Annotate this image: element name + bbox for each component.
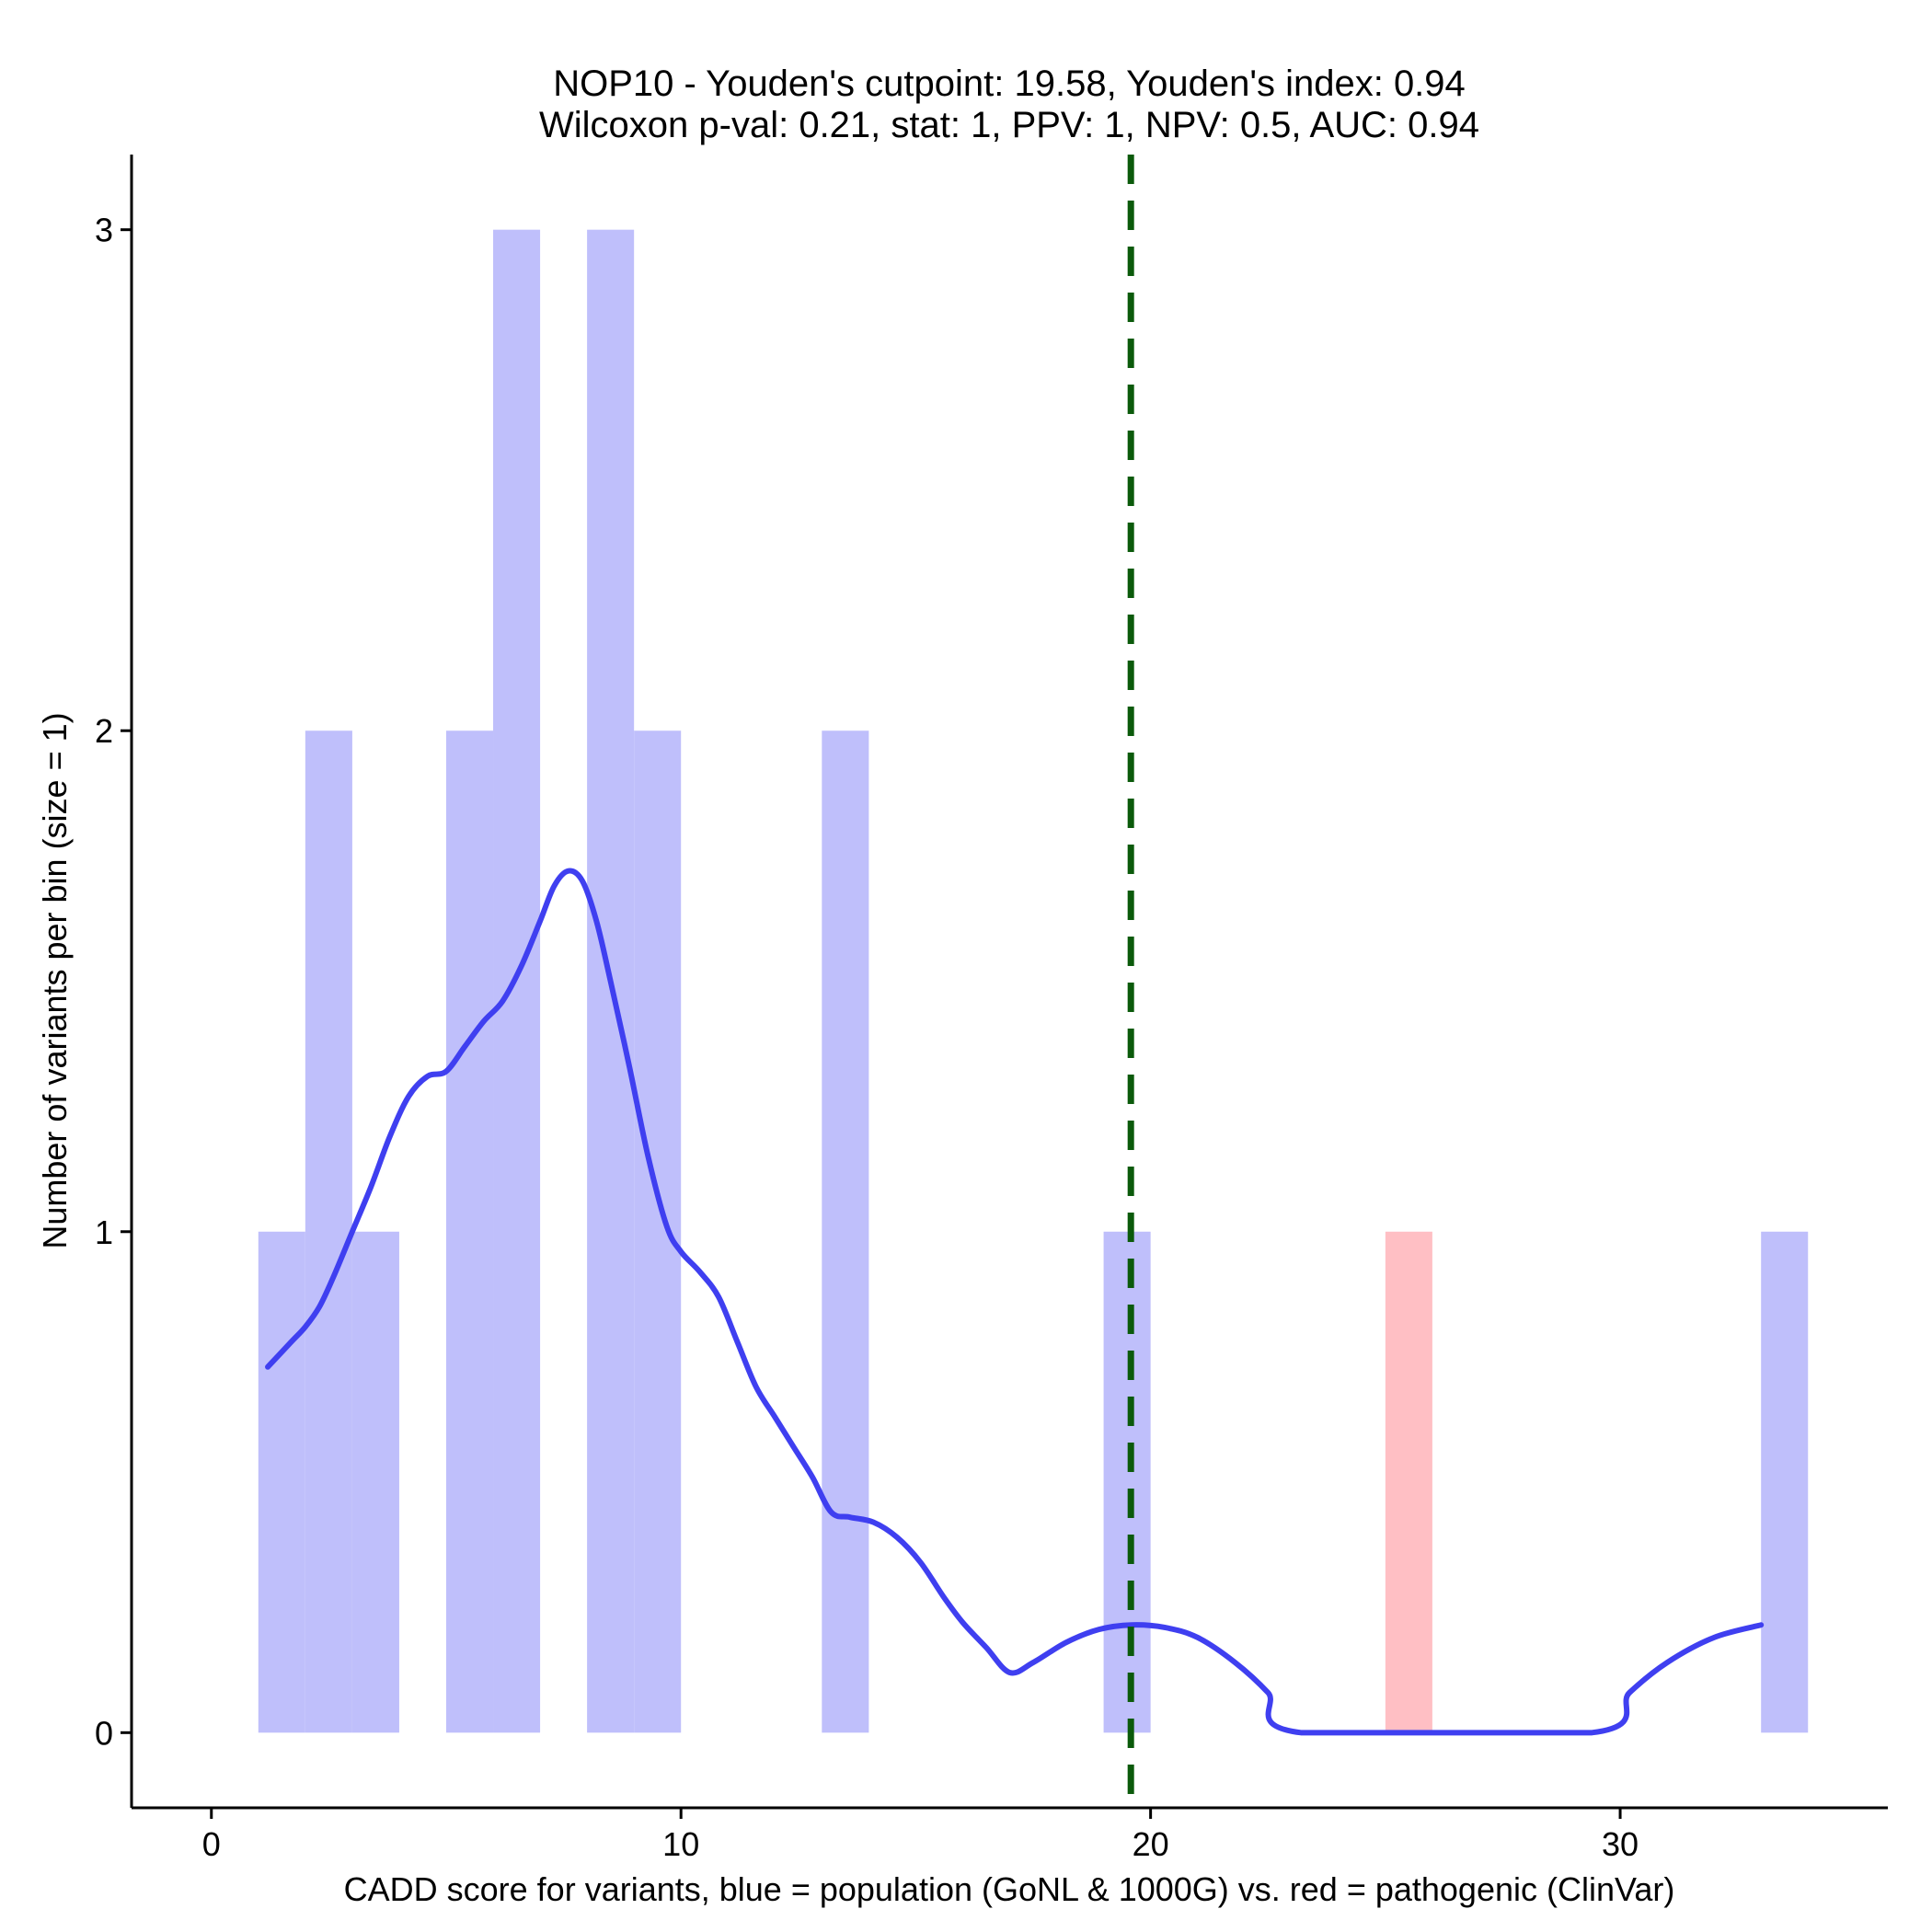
x-axis-label: CADD score for variants, blue = populati…	[344, 1870, 1675, 1908]
density-curve-layer	[265, 868, 1765, 1736]
population-bar	[634, 730, 682, 1733]
chart-title-line2: Wilcoxon p-val: 0.21, stat: 1, PPV: 1, N…	[539, 105, 1479, 145]
population-bar	[351, 1231, 399, 1733]
density-curve	[265, 868, 1765, 1736]
histogram-bars	[258, 229, 1809, 1733]
population-bar	[445, 730, 494, 1733]
x-tick-label: 10	[662, 1825, 699, 1863]
y-axis-ticks: 0 1 2 3	[95, 212, 132, 1752]
population-bar	[822, 730, 869, 1733]
y-tick-label: 1	[95, 1213, 113, 1251]
x-tick-label: 30	[1602, 1825, 1639, 1863]
pathogenic-bar	[1385, 1231, 1432, 1733]
y-tick-label: 2	[95, 712, 113, 750]
population-bar	[305, 730, 352, 1733]
population-bar	[258, 1231, 305, 1733]
population-bar	[1761, 1231, 1809, 1733]
axes	[130, 155, 1888, 1810]
x-tick-label: 0	[202, 1825, 221, 1863]
population-bar	[1103, 1231, 1151, 1733]
y-tick-label: 3	[95, 212, 113, 249]
x-axis-ticks: 0 10 20 30	[202, 1808, 1639, 1863]
y-tick-label: 0	[95, 1714, 113, 1752]
y-axis-label: Number of variants per bin (size = 1)	[36, 712, 74, 1248]
chart-title-line1: NOP10 - Youden's cutpoint: 19.58, Youden…	[553, 63, 1466, 104]
x-tick-label: 20	[1133, 1825, 1169, 1863]
